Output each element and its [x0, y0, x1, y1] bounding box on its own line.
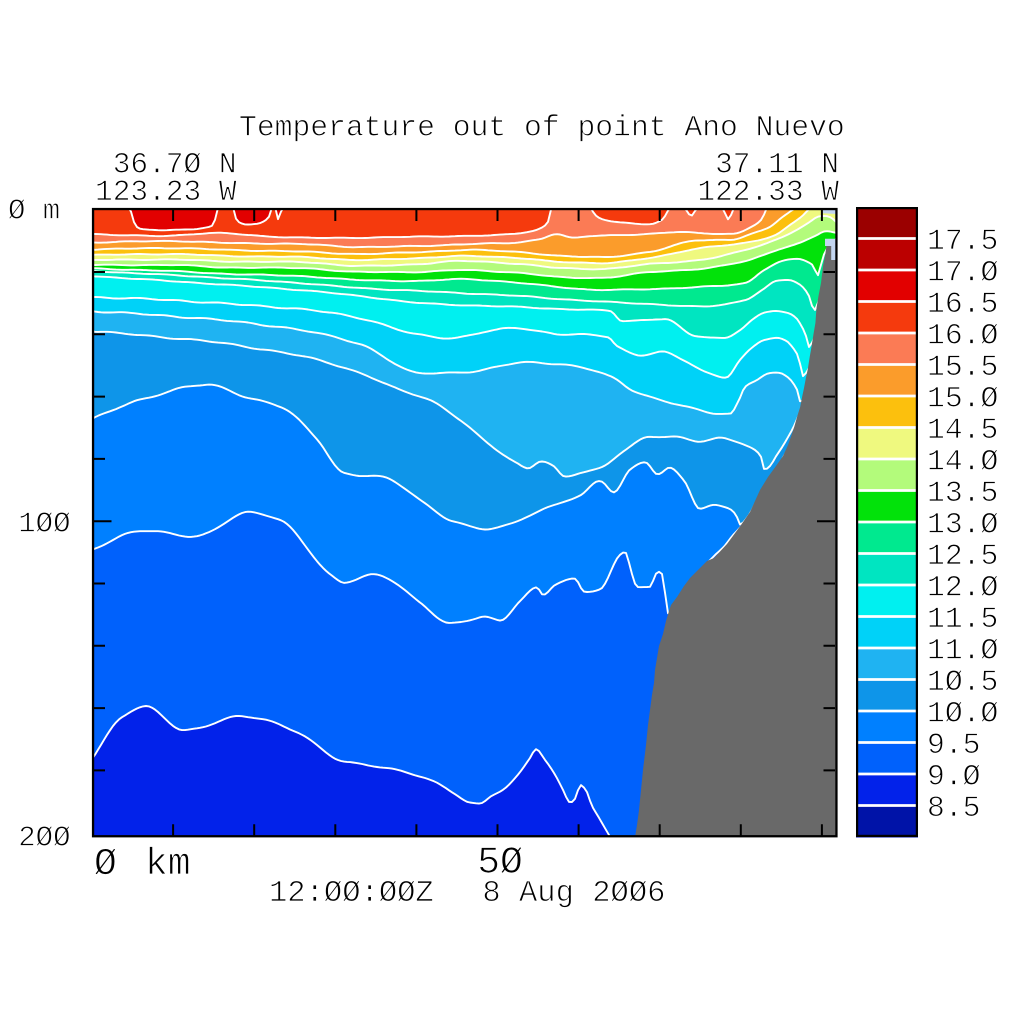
svg-text:11.5: 11.5 — [927, 602, 998, 636]
svg-text:15.5: 15.5 — [927, 350, 998, 384]
svg-text:1Ø.5: 1Ø.5 — [927, 665, 998, 699]
svg-text:12.Ø: 12.Ø — [927, 571, 998, 605]
svg-text:km: km — [145, 843, 191, 886]
svg-text:Ø: Ø — [94, 843, 117, 886]
svg-text:Ø m: Ø m — [8, 195, 60, 228]
svg-text:15.Ø: 15.Ø — [927, 382, 998, 416]
svg-text:123.23 W: 123.23 W — [95, 175, 237, 209]
svg-text:5Ø: 5Ø — [477, 842, 523, 885]
svg-text:2ØØ: 2ØØ — [18, 822, 70, 855]
svg-text:8.5: 8.5 — [927, 791, 980, 825]
svg-text:14.5: 14.5 — [927, 413, 998, 447]
svg-text:13.Ø: 13.Ø — [927, 508, 998, 542]
svg-text:1ØØ: 1ØØ — [18, 508, 70, 541]
svg-text:11.Ø: 11.Ø — [927, 634, 998, 668]
svg-text:122.33 W: 122.33 W — [697, 175, 839, 209]
svg-text:17.5: 17.5 — [927, 224, 998, 258]
svg-text:Temperature out of point Ano N: Temperature out of point Ano Nuevo — [239, 111, 845, 145]
svg-text:12.5: 12.5 — [927, 539, 998, 573]
svg-text:9.5: 9.5 — [927, 728, 980, 762]
svg-text:14.Ø: 14.Ø — [927, 445, 998, 479]
svg-text:36.7Ø N: 36.7Ø N — [113, 148, 237, 182]
svg-text:37.11 N: 37.11 N — [715, 148, 839, 182]
svg-text:8 Aug 2ØØ6: 8 Aug 2ØØ6 — [482, 877, 665, 911]
svg-text:17.Ø: 17.Ø — [927, 256, 998, 290]
svg-text:9.Ø: 9.Ø — [927, 760, 980, 794]
svg-text:1Ø.Ø: 1Ø.Ø — [927, 697, 998, 731]
svg-text:16.Ø: 16.Ø — [927, 319, 998, 353]
svg-text:13.5: 13.5 — [927, 476, 998, 510]
svg-text:12:ØØ:ØØZ: 12:ØØ:ØØZ — [269, 877, 434, 911]
svg-text:16.5: 16.5 — [927, 287, 998, 321]
